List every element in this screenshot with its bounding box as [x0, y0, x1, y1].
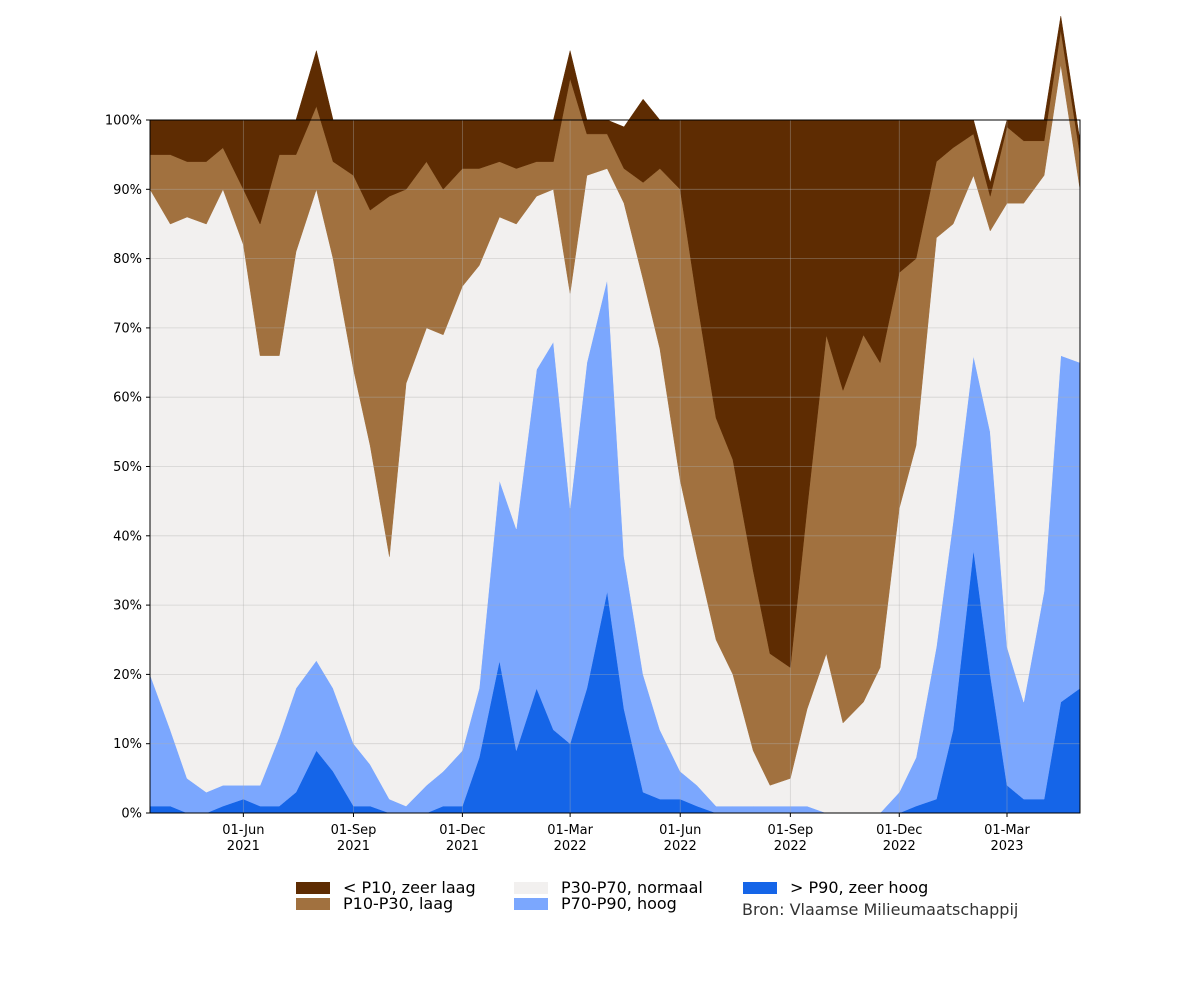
x-tick-label: 01-Dec: [439, 823, 485, 838]
legend-swatch: [296, 897, 330, 910]
y-tick-label: 20%: [113, 668, 142, 683]
gridlines: [150, 120, 1080, 813]
x-tick-label: 01-Jun: [659, 823, 701, 838]
y-tick-label: 10%: [113, 737, 142, 752]
legend-item-zeer-laag: < P10, zeer laag: [296, 878, 476, 897]
y-tick-label: 40%: [113, 529, 142, 544]
x-tick-year-label: 2021: [227, 839, 260, 854]
x-tick-year-label: 2021: [446, 839, 479, 854]
y-tick-label: 50%: [113, 460, 142, 475]
x-tick-label: 01-Dec: [876, 823, 922, 838]
legend-swatch: [514, 897, 548, 910]
legend-label: P10-P30, laag: [343, 894, 454, 913]
x-tick-year-label: 2023: [990, 839, 1023, 854]
legend-swatch: [296, 881, 330, 894]
y-axis: 0% 10% 20% 30% 40% 50% 60% 70% 80% 90% 100%: [105, 114, 150, 822]
legend-swatch: [514, 881, 548, 894]
x-tick-label: 01-Mar: [547, 823, 593, 838]
x-tick-year-label: 2022: [664, 839, 697, 854]
x-tick-year-label: 2021: [337, 839, 370, 854]
x-tick-year-label: 2022: [554, 839, 587, 854]
stacked-areas: [149, 16, 1081, 814]
legend-item-normaal: P30-P70, normaal: [514, 878, 703, 897]
legend-label: P70-P90, hoog: [561, 894, 677, 913]
legend: < P10, zeer laag P10-P30, laag P30-P70, …: [296, 878, 1056, 938]
x-axis: 01-Jun202101-Sep202101-Dec202101-Mar2022…: [222, 813, 1031, 854]
source-note: Bron: Vlaamse Milieumaatschappij: [742, 900, 1019, 919]
x-tick-year-label: 2022: [774, 839, 807, 854]
legend-label: > P90, zeer hoog: [790, 878, 929, 897]
y-tick-label: 80%: [113, 252, 142, 267]
legend-label: P30-P70, normaal: [561, 878, 703, 897]
y-tick-label: 90%: [113, 183, 142, 198]
y-tick-label: 100%: [105, 114, 142, 129]
y-tick-label: 60%: [113, 391, 142, 406]
legend-label: < P10, zeer laag: [343, 878, 476, 897]
y-tick-label: 30%: [113, 599, 142, 614]
y-tick-label: 0%: [121, 807, 142, 822]
x-tick-label: 01-Sep: [331, 823, 377, 838]
legend-item-zeer-hoog: > P90, zeer hoog: [743, 878, 928, 897]
y-tick-label: 70%: [113, 321, 142, 336]
x-tick-year-label: 2022: [883, 839, 916, 854]
legend-swatch: [743, 881, 777, 894]
legend-item-laag: P10-P30, laag: [296, 894, 453, 913]
legend-item-hoog: P70-P90, hoog: [514, 894, 677, 913]
x-tick-label: 01-Mar: [984, 823, 1030, 838]
x-tick-label: 01-Sep: [767, 823, 813, 838]
x-tick-label: 01-Jun: [222, 823, 264, 838]
